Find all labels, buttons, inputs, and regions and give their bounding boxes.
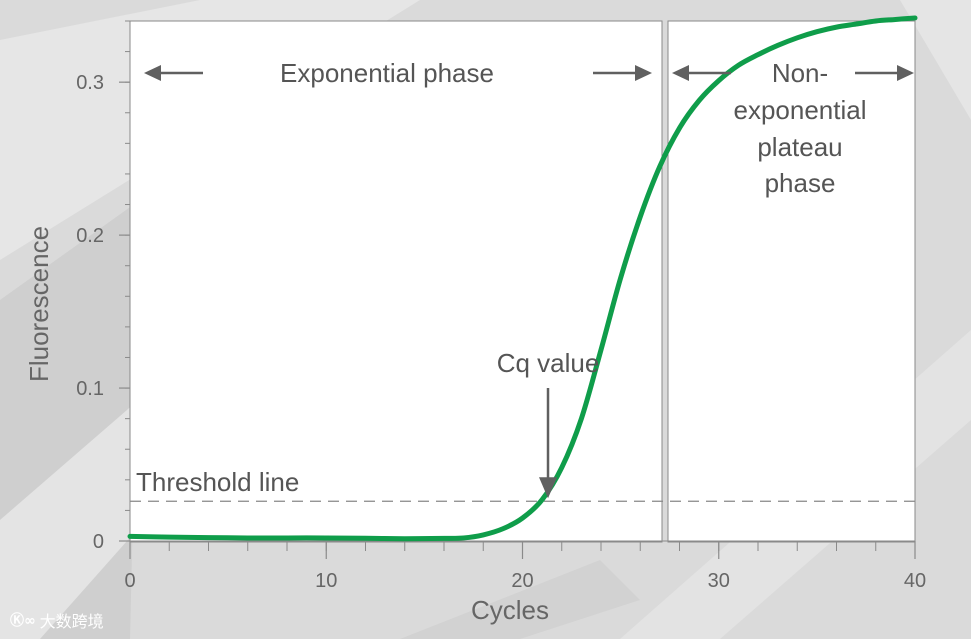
x-axis-title: Cycles [471,595,549,625]
plot-panel-right [667,20,916,543]
arrow-right-head [635,65,652,81]
exponential-phase-annotation: Exponential phase [144,58,652,88]
y-axis: 0 0.1 0.2 0.3 [76,20,131,553]
arrow-right-head [897,65,914,81]
cq-arrow-head [539,477,558,499]
plateau-phase-label-line-4: phase [765,168,836,198]
cq-value-label: Cq value [497,348,600,378]
watermark-text: 大数跨境 [39,612,104,631]
x-tick-label: 10 [315,570,337,592]
plateau-phase-label-line-1: Non- [772,58,828,88]
y-tick-label: 0.3 [76,72,104,94]
x-tick-label: 30 [708,570,730,592]
fluorescence-curve [127,15,918,542]
plateau-phase-label-line-3: plateau [757,132,842,162]
x-tick-label: 20 [511,570,533,592]
cq-arrow [539,388,558,499]
watermark: Ⓚ∞ 大数跨境 [10,609,104,631]
x-axis: 0 10 20 30 40 [124,540,926,592]
watermark-logo-icon: Ⓚ∞ [10,613,36,629]
x-tick-label: 40 [904,570,926,592]
exponential-phase-label: Exponential phase [280,58,494,88]
y-tick-label: 0.1 [76,378,104,400]
arrow-left-head [144,65,161,81]
plateau-phase-annotation: Non- exponential plateau phase [672,58,914,198]
y-axis-title: Fluorescence [24,226,54,382]
threshold-label: Threshold line [136,467,299,497]
y-tick-label: 0.2 [76,225,104,247]
plateau-phase-label-line-2: exponential [734,95,867,125]
plot-panel-left [129,20,663,543]
y-tick-label: 0 [93,531,104,553]
arrow-left-head [672,65,689,81]
x-tick-label: 0 [124,570,135,592]
